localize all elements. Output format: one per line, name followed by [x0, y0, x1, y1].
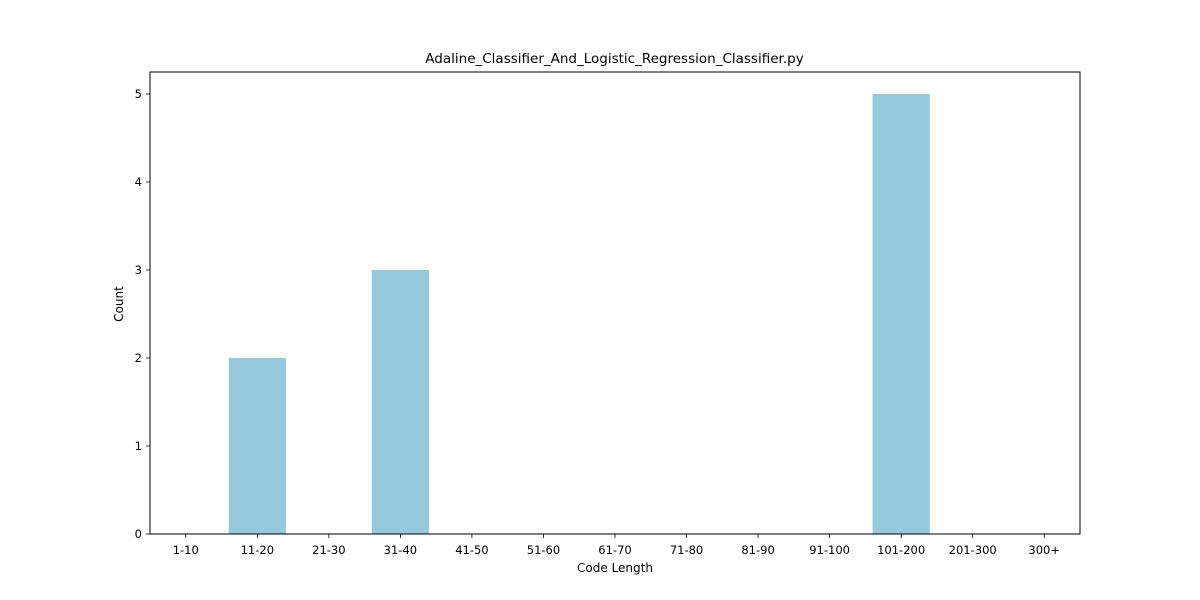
bar-101-200 [872, 94, 930, 534]
x-tick-label: 11-20 [241, 543, 274, 557]
x-tick-label: 71-80 [670, 543, 703, 557]
chart-title: Adaline_Classifier_And_Logistic_Regressi… [425, 51, 803, 67]
y-axis: 0 1 2 3 4 5 [135, 87, 150, 541]
x-tick-label: 201-300 [949, 543, 997, 557]
x-tick-label: 41-50 [455, 543, 488, 557]
x-tick-label: 300+ [1028, 543, 1060, 557]
y-tick-label: 2 [135, 351, 142, 365]
y-tick-label: 5 [135, 87, 142, 101]
x-axis-label: Code Length [577, 561, 653, 575]
x-tick-label: 101-200 [877, 543, 925, 557]
plot-frame [149, 71, 1081, 535]
x-tick-label: 21-30 [312, 543, 345, 557]
x-tick-label: 81-90 [741, 543, 774, 557]
y-axis-label: Count [112, 286, 126, 322]
bars [228, 94, 930, 534]
bar-31-40 [371, 270, 429, 534]
x-tick-label: 51-60 [527, 543, 560, 557]
y-tick-label: 0 [135, 527, 142, 541]
x-tick-label: 91-100 [809, 543, 850, 557]
bar-11-20 [228, 358, 286, 534]
y-tick-label: 3 [135, 263, 142, 277]
x-tick-label: 31-40 [384, 543, 417, 557]
x-tick-label: 61-70 [598, 543, 631, 557]
x-tick-label: 1-10 [173, 543, 199, 557]
x-axis: 1-10 11-20 21-30 31-40 41-50 51-60 61-70 71-80 8… [173, 534, 1060, 557]
y-tick-label: 1 [135, 439, 142, 453]
y-tick-label: 4 [135, 175, 142, 189]
